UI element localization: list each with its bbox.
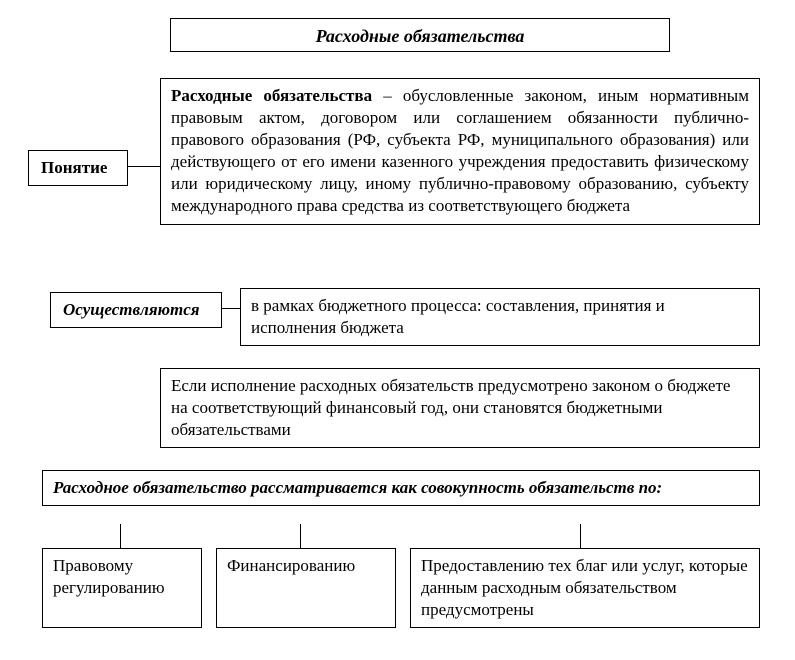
definition-term: Расходные обязательства	[171, 86, 372, 105]
connector-concept	[128, 166, 160, 167]
definition-text: – обусловленные законом, иным нормативны…	[171, 86, 749, 215]
obligation-1-text: Правовому регулированию	[53, 556, 165, 597]
obligation-2-text: Финансированию	[227, 556, 355, 575]
diagram-canvas: Расходные обязательства Понятие Расходны…	[0, 0, 795, 660]
obligation-1-box: Правовому регулированию	[42, 548, 202, 628]
carried-out-label: Осуществляются	[63, 300, 200, 319]
obligation-3-text: Предоставлению тех благ или услуг, котор…	[421, 556, 748, 619]
carried-out-text: в рамках бюджетного процесса: составлени…	[251, 296, 665, 337]
connector-v1	[120, 524, 121, 548]
obligations-header: Расходное обязательство рассматривается …	[53, 478, 662, 497]
carried-out-text-box: в рамках бюджетного процесса: составлени…	[240, 288, 760, 346]
connector-carried-out	[222, 308, 240, 309]
note-box: Если исполнение расходных обязательств п…	[160, 368, 760, 448]
obligation-3-box: Предоставлению тех благ или услуг, котор…	[410, 548, 760, 628]
note-text: Если исполнение расходных обязательств п…	[171, 376, 730, 439]
title-text: Расходные обязательства	[316, 26, 525, 46]
connector-v2	[300, 524, 301, 548]
connector-v3	[580, 524, 581, 548]
obligations-header-box: Расходное обязательство рассматривается …	[42, 470, 760, 506]
carried-out-label-box: Осуществляются	[50, 292, 222, 328]
concept-label-box: Понятие	[28, 150, 128, 186]
title-box: Расходные обязательства	[170, 18, 670, 52]
obligation-2-box: Финансированию	[216, 548, 396, 628]
definition-box: Расходные обязательства – обусловленные …	[160, 78, 760, 225]
concept-label: Понятие	[41, 158, 107, 177]
